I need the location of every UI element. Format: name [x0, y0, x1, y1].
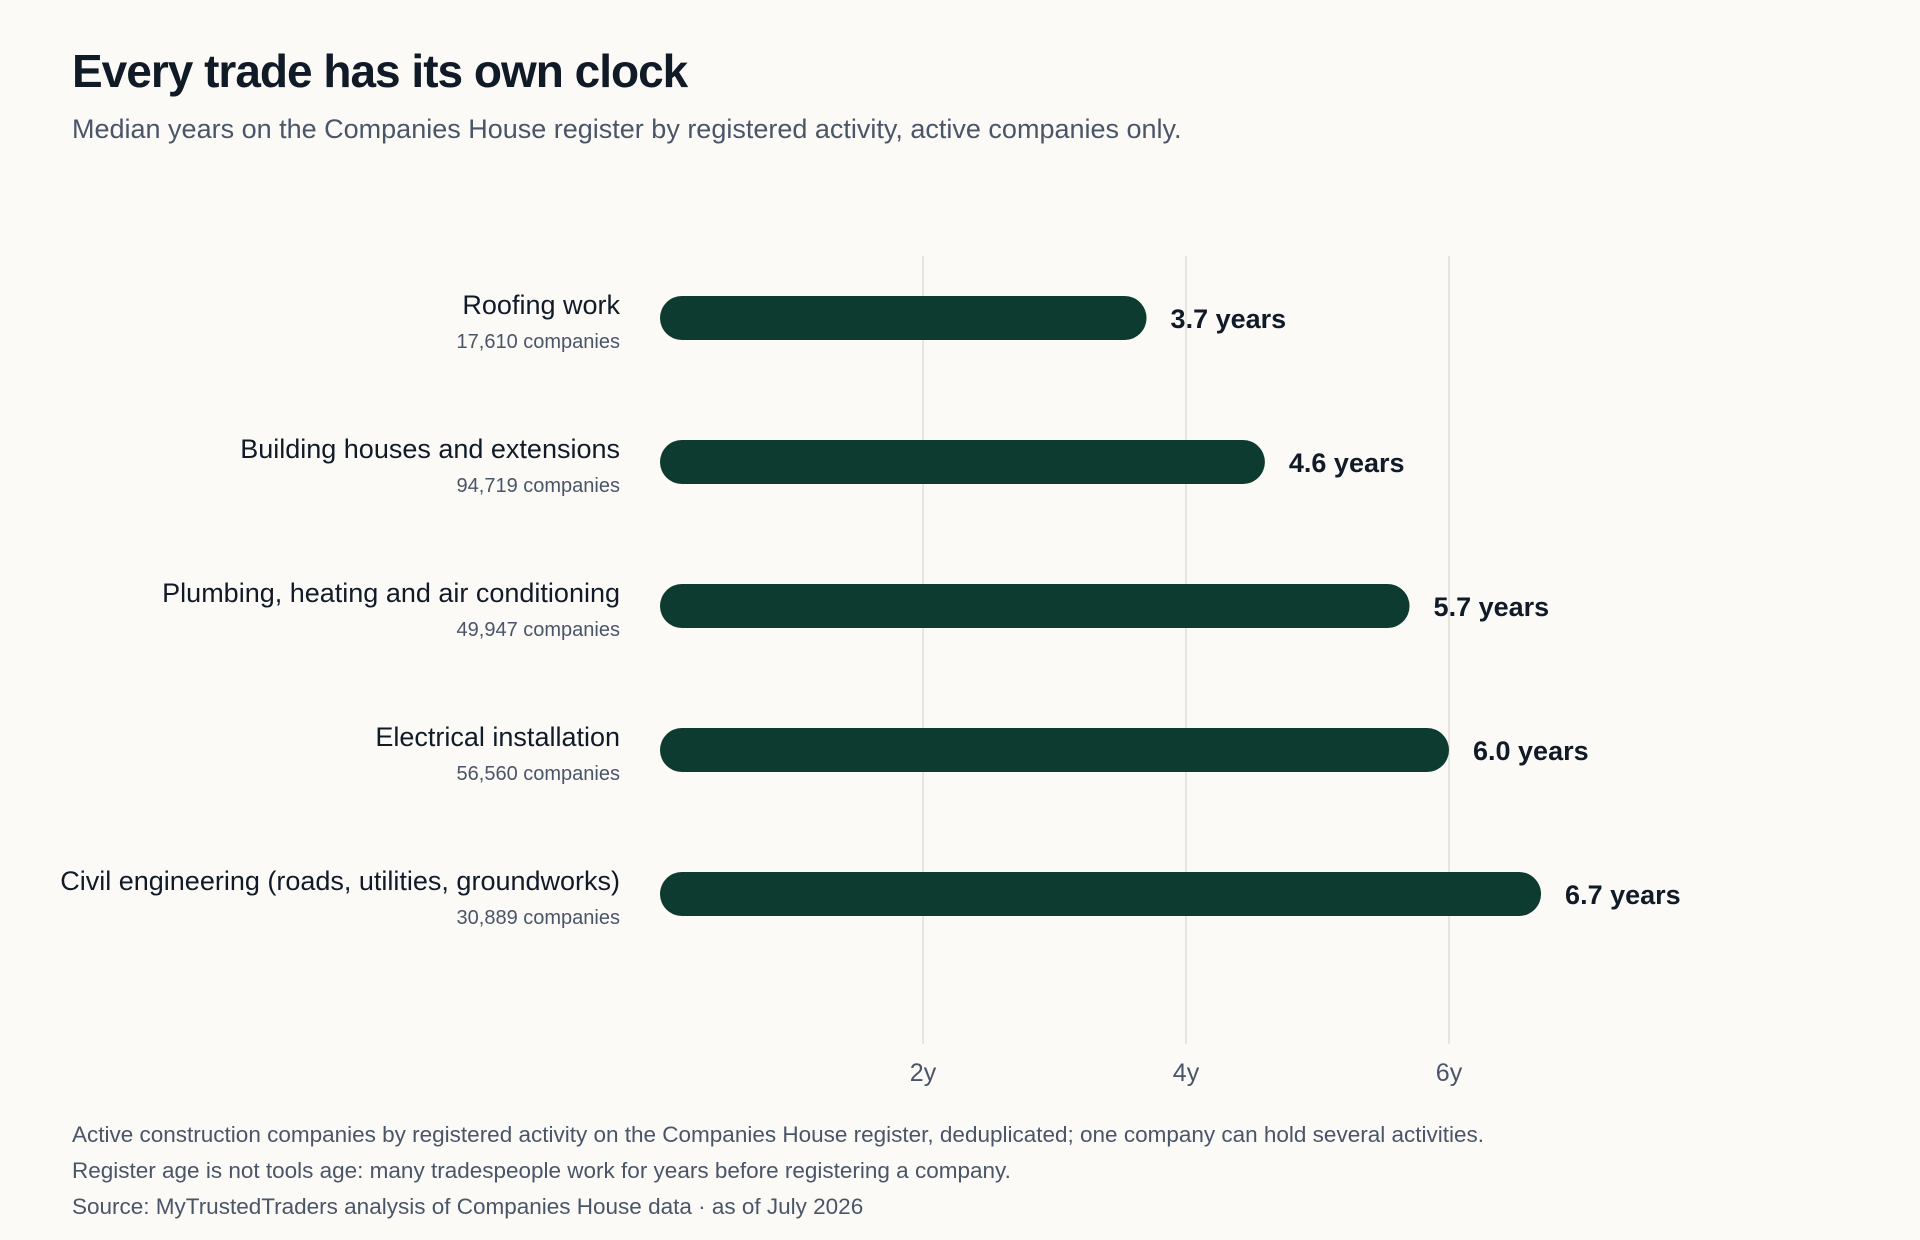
value-label: 6.0 years	[1473, 736, 1589, 766]
bar	[660, 296, 1147, 340]
value-label: 4.6 years	[1289, 448, 1405, 478]
category-count: 30,889 companies	[457, 907, 620, 929]
gridlines	[922, 256, 1450, 1044]
category-count: 49,947 companies	[457, 619, 620, 641]
footnote-source: Source: MyTrustedTraders analysis of Com…	[72, 1194, 864, 1219]
value-label: 6.7 years	[1565, 880, 1681, 910]
category-label: Electrical installation	[375, 722, 620, 752]
x-tick-label: 6y	[1436, 1059, 1463, 1087]
bar	[660, 728, 1449, 772]
value-labels: 3.7 years 4.6 years 5.7 years 6.0 years 6.7 …	[1171, 304, 1681, 910]
footnotes: Active construction companies by registe…	[72, 1117, 1484, 1225]
category-labels: Roofing work 17,610 companies Building hou…	[60, 290, 620, 929]
category-label: Civil engineering (roads, utilities, gro…	[60, 866, 620, 896]
category-count: 17,610 companies	[457, 331, 620, 353]
bars	[660, 296, 1542, 916]
x-tick-label: 2y	[910, 1059, 937, 1087]
x-axis-ticks: 2y 4y 6y	[910, 1059, 1463, 1087]
category-label: Plumbing, heating and air conditioning	[162, 578, 620, 608]
value-label: 3.7 years	[1171, 304, 1287, 334]
chart-title: Every trade has its own clock	[72, 45, 688, 97]
chart-subtitle: Median years on the Companies House regi…	[72, 114, 1182, 144]
bar-chart: Roofing work 17,610 companies Building hou…	[60, 256, 1681, 1087]
bar	[660, 584, 1410, 628]
category-label: Building houses and extensions	[240, 434, 620, 464]
category-count: 94,719 companies	[457, 475, 620, 497]
bar	[660, 872, 1542, 916]
category-label: Roofing work	[462, 290, 620, 320]
bar	[660, 440, 1265, 484]
footnote-method: Active construction companies by registe…	[72, 1122, 1484, 1147]
category-count: 56,560 companies	[457, 763, 620, 785]
x-tick-label: 4y	[1173, 1059, 1200, 1087]
value-label: 5.7 years	[1434, 592, 1550, 622]
footnote-caveat: Register age is not tools age: many trad…	[72, 1158, 1011, 1183]
